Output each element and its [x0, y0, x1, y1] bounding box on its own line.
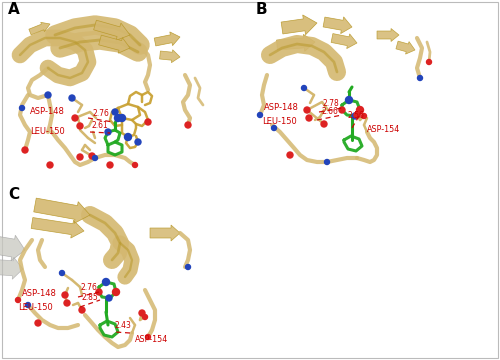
Circle shape: [302, 85, 306, 90]
Circle shape: [356, 107, 364, 113]
Circle shape: [114, 114, 121, 122]
Text: LEU-150: LEU-150: [30, 127, 65, 136]
Text: A: A: [8, 2, 20, 17]
Circle shape: [258, 112, 262, 117]
Circle shape: [77, 123, 83, 129]
Text: ASP-148: ASP-148: [264, 104, 299, 112]
Text: 2.61: 2.61: [92, 122, 108, 130]
Circle shape: [324, 159, 330, 165]
Text: ASP-148: ASP-148: [22, 288, 57, 297]
Circle shape: [426, 59, 432, 64]
Text: 2.66: 2.66: [321, 107, 338, 116]
FancyArrow shape: [323, 17, 352, 33]
Circle shape: [339, 107, 345, 113]
Text: ASP-154: ASP-154: [367, 126, 400, 135]
FancyArrow shape: [98, 35, 130, 53]
Circle shape: [185, 122, 191, 128]
FancyArrow shape: [154, 32, 180, 46]
Circle shape: [102, 279, 110, 285]
Circle shape: [354, 112, 360, 118]
Circle shape: [105, 129, 111, 135]
Circle shape: [135, 139, 141, 145]
FancyArrow shape: [396, 41, 415, 54]
Circle shape: [124, 134, 132, 140]
Circle shape: [321, 121, 327, 127]
Text: 2.85: 2.85: [82, 292, 98, 302]
Circle shape: [352, 113, 358, 119]
Circle shape: [47, 162, 53, 168]
Circle shape: [26, 302, 30, 307]
Text: 2.43: 2.43: [114, 321, 131, 330]
Circle shape: [132, 162, 138, 167]
FancyArrow shape: [276, 35, 315, 51]
Circle shape: [186, 265, 190, 270]
Circle shape: [69, 95, 75, 101]
FancyArrow shape: [94, 20, 130, 40]
Text: 2.76: 2.76: [92, 109, 109, 118]
Circle shape: [16, 297, 20, 302]
Circle shape: [64, 300, 70, 306]
Text: 2.56: 2.56: [347, 111, 364, 120]
Circle shape: [306, 115, 312, 121]
Circle shape: [418, 76, 422, 81]
FancyArrow shape: [0, 257, 23, 279]
Circle shape: [106, 295, 112, 301]
Circle shape: [272, 126, 276, 130]
Circle shape: [60, 270, 64, 275]
Circle shape: [20, 105, 24, 111]
Text: LEU-150: LEU-150: [18, 302, 53, 311]
FancyArrow shape: [160, 50, 180, 63]
FancyArrow shape: [281, 15, 317, 35]
Circle shape: [79, 307, 85, 313]
FancyArrow shape: [29, 22, 50, 35]
Circle shape: [77, 154, 83, 160]
Circle shape: [107, 162, 113, 168]
FancyArrow shape: [150, 225, 180, 241]
Circle shape: [346, 96, 352, 104]
Text: LEU-150: LEU-150: [262, 117, 297, 126]
Text: B: B: [256, 2, 268, 17]
FancyArrow shape: [0, 235, 25, 261]
Circle shape: [139, 310, 145, 316]
Circle shape: [112, 109, 118, 115]
FancyArrow shape: [331, 33, 357, 49]
Circle shape: [92, 156, 98, 161]
Circle shape: [362, 113, 366, 118]
Circle shape: [89, 153, 95, 159]
Circle shape: [304, 107, 310, 113]
Circle shape: [96, 289, 102, 295]
FancyArrow shape: [31, 217, 84, 238]
Circle shape: [287, 152, 293, 158]
Circle shape: [22, 147, 28, 153]
Text: 2.78: 2.78: [322, 99, 339, 108]
Circle shape: [45, 92, 51, 98]
FancyArrow shape: [377, 28, 399, 41]
Text: 2.76: 2.76: [80, 284, 97, 292]
Circle shape: [62, 292, 68, 298]
Circle shape: [112, 288, 119, 296]
Circle shape: [35, 320, 41, 326]
Text: ASP-148: ASP-148: [30, 108, 65, 117]
Circle shape: [146, 334, 150, 339]
FancyArrow shape: [34, 198, 90, 223]
Circle shape: [72, 115, 78, 121]
Text: ASP-154: ASP-154: [135, 336, 168, 345]
Circle shape: [145, 119, 151, 125]
Circle shape: [142, 315, 148, 320]
Text: C: C: [8, 187, 19, 202]
Circle shape: [118, 114, 126, 122]
